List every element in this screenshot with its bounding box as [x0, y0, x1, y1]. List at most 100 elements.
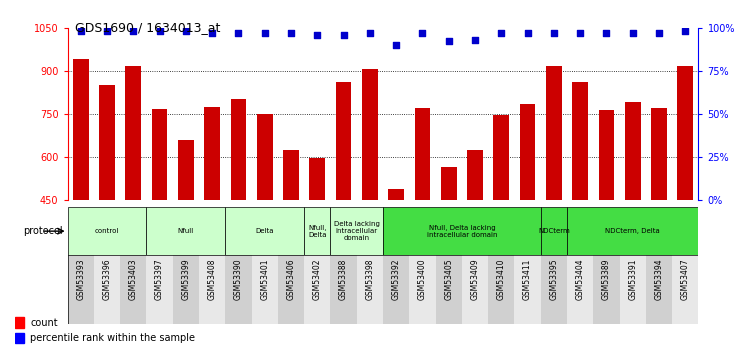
Bar — [541, 255, 567, 324]
Bar — [388, 189, 404, 329]
Text: GSM53401: GSM53401 — [261, 259, 269, 300]
Text: GSM53391: GSM53391 — [629, 259, 637, 300]
Text: GSM53394: GSM53394 — [655, 259, 663, 300]
Bar — [283, 150, 299, 329]
Bar — [225, 207, 304, 255]
Text: count: count — [30, 318, 58, 328]
Text: GSM53410: GSM53410 — [497, 259, 505, 300]
Text: GSM53396: GSM53396 — [103, 259, 111, 300]
Bar — [436, 255, 462, 324]
Text: GSM53411: GSM53411 — [523, 259, 532, 300]
Text: GSM53404: GSM53404 — [576, 259, 584, 300]
Bar — [467, 150, 483, 329]
Bar — [546, 66, 562, 329]
Bar — [620, 255, 646, 324]
Text: GSM53393: GSM53393 — [77, 259, 85, 300]
Text: Nfull,
Delta: Nfull, Delta — [308, 225, 327, 238]
Text: GSM53399: GSM53399 — [182, 259, 190, 300]
Text: GSM53409: GSM53409 — [471, 259, 479, 300]
Text: control: control — [95, 228, 119, 234]
Bar — [541, 207, 567, 255]
Bar — [225, 255, 252, 324]
Bar — [68, 207, 146, 255]
Point — [601, 30, 613, 36]
Bar — [278, 255, 304, 324]
Bar — [599, 110, 614, 329]
Bar — [441, 167, 457, 329]
Bar — [330, 207, 383, 255]
Point — [206, 30, 219, 36]
Bar — [173, 255, 199, 324]
Text: GSM53408: GSM53408 — [208, 259, 216, 300]
Text: GSM53400: GSM53400 — [418, 259, 427, 300]
Point — [180, 28, 192, 34]
Text: percentile rank within the sample: percentile rank within the sample — [30, 333, 195, 343]
Point — [101, 28, 113, 34]
Point — [364, 30, 376, 36]
Text: GSM53392: GSM53392 — [392, 259, 400, 300]
Text: GSM53395: GSM53395 — [550, 259, 558, 300]
Bar — [252, 255, 278, 324]
Bar — [488, 255, 514, 324]
Bar — [94, 255, 120, 324]
Bar — [125, 66, 141, 329]
Point — [75, 28, 87, 34]
Bar — [73, 59, 89, 329]
Bar — [330, 255, 357, 324]
Text: Nfull, Delta lacking
intracellular domain: Nfull, Delta lacking intracellular domai… — [427, 225, 497, 238]
Bar — [146, 255, 173, 324]
Text: GSM53403: GSM53403 — [129, 259, 137, 300]
Bar — [651, 108, 667, 329]
Bar — [409, 255, 436, 324]
Text: Delta lacking
intracellular
domain: Delta lacking intracellular domain — [333, 221, 380, 241]
Text: NDCterm, Delta: NDCterm, Delta — [605, 228, 660, 234]
Bar — [572, 82, 588, 329]
Text: GSM53397: GSM53397 — [155, 259, 164, 300]
Point — [338, 32, 350, 37]
Point — [416, 30, 428, 36]
Text: GSM53405: GSM53405 — [445, 259, 453, 300]
Bar — [672, 255, 698, 324]
Text: protocol: protocol — [23, 226, 63, 236]
Bar — [152, 109, 167, 329]
Text: GDS1690 / 1634013_at: GDS1690 / 1634013_at — [75, 21, 221, 34]
Point — [548, 30, 560, 36]
Point — [521, 30, 533, 36]
Text: GSM53402: GSM53402 — [313, 259, 321, 300]
Bar — [68, 255, 94, 324]
Point — [391, 42, 403, 48]
Bar — [15, 317, 24, 328]
Point — [575, 30, 587, 36]
Bar — [336, 82, 351, 329]
Bar — [231, 99, 246, 329]
Text: Delta: Delta — [255, 228, 274, 234]
Bar — [178, 140, 194, 329]
Bar — [677, 66, 693, 329]
Bar — [567, 255, 593, 324]
Point — [653, 30, 665, 36]
Point — [626, 30, 638, 36]
Bar — [304, 207, 330, 255]
Bar — [415, 108, 430, 329]
Bar — [309, 158, 325, 329]
Point — [312, 32, 324, 37]
Bar — [383, 207, 541, 255]
Bar — [625, 102, 641, 329]
Text: GSM53389: GSM53389 — [602, 259, 611, 300]
Bar — [204, 107, 220, 329]
Point — [496, 30, 508, 36]
Text: GSM53398: GSM53398 — [366, 259, 374, 300]
Bar — [257, 114, 273, 329]
Bar — [120, 255, 146, 324]
Text: Nfull: Nfull — [178, 228, 194, 234]
Bar — [362, 69, 378, 329]
Bar — [15, 333, 24, 344]
Bar — [199, 255, 225, 324]
Bar — [567, 207, 698, 255]
Bar — [99, 85, 115, 329]
Text: GSM53390: GSM53390 — [234, 259, 243, 300]
Bar — [146, 207, 225, 255]
Text: GSM53407: GSM53407 — [681, 259, 689, 300]
Point — [233, 30, 245, 36]
Bar — [493, 115, 509, 329]
